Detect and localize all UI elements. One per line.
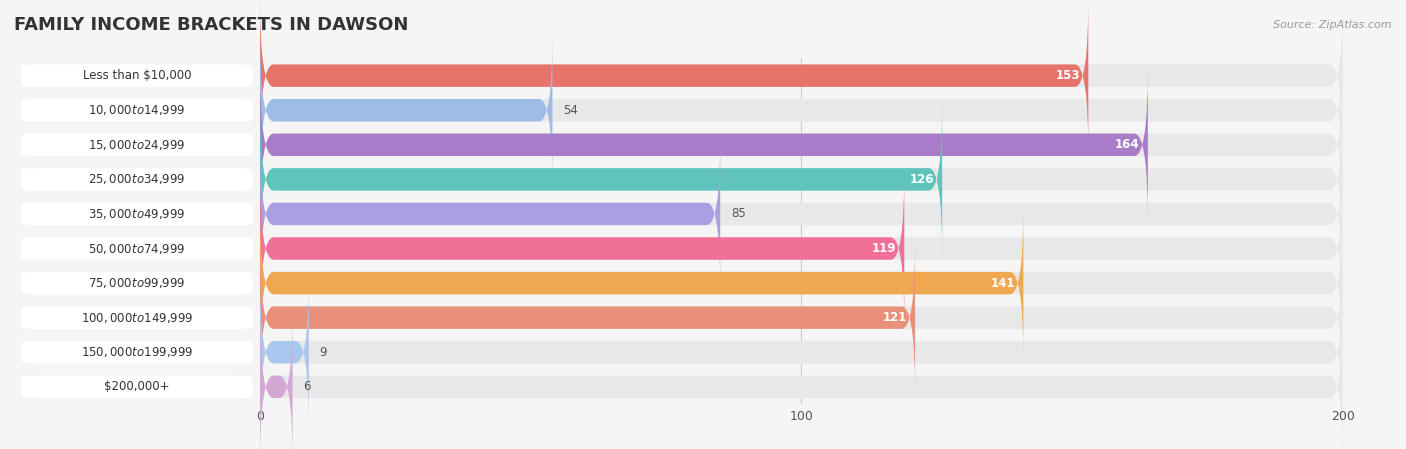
- Text: $50,000 to $74,999: $50,000 to $74,999: [89, 242, 186, 255]
- Text: $15,000 to $24,999: $15,000 to $24,999: [89, 138, 186, 152]
- FancyBboxPatch shape: [260, 35, 1343, 185]
- Text: $100,000 to $149,999: $100,000 to $149,999: [82, 311, 193, 325]
- Text: 9: 9: [319, 346, 328, 359]
- Text: Less than $10,000: Less than $10,000: [83, 69, 191, 82]
- FancyBboxPatch shape: [21, 272, 253, 295]
- Text: $200,000+: $200,000+: [104, 380, 170, 393]
- Text: 164: 164: [1115, 138, 1140, 151]
- FancyBboxPatch shape: [260, 104, 1343, 255]
- FancyBboxPatch shape: [260, 173, 904, 324]
- Text: $35,000 to $49,999: $35,000 to $49,999: [89, 207, 186, 221]
- FancyBboxPatch shape: [21, 64, 253, 87]
- Text: $75,000 to $99,999: $75,000 to $99,999: [89, 276, 186, 290]
- Text: 126: 126: [910, 173, 934, 186]
- Text: 85: 85: [731, 207, 745, 220]
- FancyBboxPatch shape: [260, 104, 942, 255]
- Text: Source: ZipAtlas.com: Source: ZipAtlas.com: [1274, 20, 1392, 30]
- Text: 153: 153: [1056, 69, 1080, 82]
- FancyBboxPatch shape: [260, 139, 720, 289]
- Text: 54: 54: [564, 104, 578, 117]
- FancyBboxPatch shape: [260, 35, 553, 185]
- Text: $10,000 to $14,999: $10,000 to $14,999: [89, 103, 186, 117]
- FancyBboxPatch shape: [21, 133, 253, 156]
- FancyBboxPatch shape: [260, 242, 915, 393]
- FancyBboxPatch shape: [21, 168, 253, 191]
- Text: 6: 6: [304, 380, 311, 393]
- FancyBboxPatch shape: [260, 312, 1343, 449]
- Text: 141: 141: [991, 277, 1015, 290]
- FancyBboxPatch shape: [260, 208, 1024, 358]
- FancyBboxPatch shape: [260, 208, 1343, 358]
- FancyBboxPatch shape: [260, 0, 1088, 151]
- FancyBboxPatch shape: [21, 99, 253, 122]
- FancyBboxPatch shape: [21, 306, 253, 329]
- Text: FAMILY INCOME BRACKETS IN DAWSON: FAMILY INCOME BRACKETS IN DAWSON: [14, 16, 408, 34]
- FancyBboxPatch shape: [260, 173, 1343, 324]
- FancyBboxPatch shape: [21, 375, 253, 398]
- FancyBboxPatch shape: [260, 0, 1343, 151]
- FancyBboxPatch shape: [21, 237, 253, 260]
- FancyBboxPatch shape: [21, 202, 253, 225]
- FancyBboxPatch shape: [260, 139, 1343, 289]
- Text: 119: 119: [872, 242, 896, 255]
- FancyBboxPatch shape: [260, 277, 1343, 427]
- FancyBboxPatch shape: [260, 70, 1343, 220]
- Text: $25,000 to $34,999: $25,000 to $34,999: [89, 172, 186, 186]
- Text: $150,000 to $199,999: $150,000 to $199,999: [82, 345, 193, 359]
- FancyBboxPatch shape: [260, 277, 309, 427]
- FancyBboxPatch shape: [260, 312, 292, 449]
- FancyBboxPatch shape: [260, 70, 1147, 220]
- Text: 121: 121: [883, 311, 907, 324]
- FancyBboxPatch shape: [260, 242, 1343, 393]
- FancyBboxPatch shape: [21, 341, 253, 364]
